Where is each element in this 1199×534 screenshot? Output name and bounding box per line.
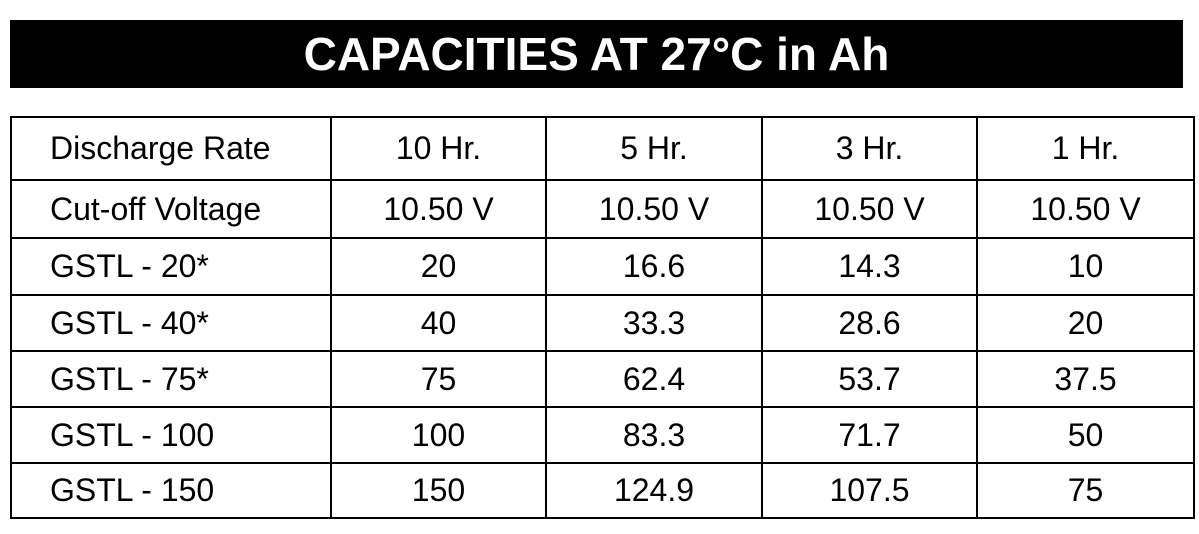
cell: 10.50 V: [545, 179, 763, 239]
table-row: GSTL - 20* 20 16.6 14.3 10: [10, 237, 1195, 296]
cell: 150: [330, 462, 547, 519]
cell: 1 Hr.: [976, 116, 1195, 181]
cell: 33.3: [545, 294, 763, 352]
cell: 83.3: [545, 406, 763, 464]
row-label: Discharge Rate: [10, 116, 332, 181]
cell: 3 Hr.: [761, 116, 978, 181]
capacity-table: Discharge Rate 10 Hr. 5 Hr. 3 Hr. 1 Hr. Cut-o…: [10, 116, 1195, 519]
cell: 50: [976, 406, 1195, 464]
cell: 14.3: [761, 237, 978, 296]
table-row: Cut-off Voltage 10.50 V 10.50 V 10.50 V 10.5…: [10, 179, 1195, 239]
table-row: Discharge Rate 10 Hr. 5 Hr. 3 Hr. 1 Hr.: [10, 116, 1195, 181]
cell: 28.6: [761, 294, 978, 352]
row-label: GSTL - 40*: [10, 294, 332, 352]
table-row: GSTL - 100 100 83.3 71.7 50: [10, 406, 1195, 464]
row-label: GSTL - 150: [10, 462, 332, 519]
cell: 71.7: [761, 406, 978, 464]
cell: 40: [330, 294, 547, 352]
cell: 10: [976, 237, 1195, 296]
table-row: GSTL - 75* 75 62.4 53.7 37.5: [10, 350, 1195, 408]
cell: 20: [330, 237, 547, 296]
cell: 124.9: [545, 462, 763, 519]
cell: 10.50 V: [976, 179, 1195, 239]
cell: 10 Hr.: [330, 116, 547, 181]
cell: 10.50 V: [761, 179, 978, 239]
cell: 37.5: [976, 350, 1195, 408]
cell: 53.7: [761, 350, 978, 408]
cell: 75: [976, 462, 1195, 519]
cell: 75: [330, 350, 547, 408]
title-bar: CAPACITIES AT 27°C in Ah: [10, 20, 1183, 88]
row-label: GSTL - 100: [10, 406, 332, 464]
cell: 16.6: [545, 237, 763, 296]
cell: 100: [330, 406, 547, 464]
cell: 20: [976, 294, 1195, 352]
cell: 5 Hr.: [545, 116, 763, 181]
cell: 10.50 V: [330, 179, 547, 239]
cell: 62.4: [545, 350, 763, 408]
row-label: GSTL - 20*: [10, 237, 332, 296]
table-row: GSTL - 40* 40 33.3 28.6 20: [10, 294, 1195, 352]
row-label: GSTL - 75*: [10, 350, 332, 408]
table-row: GSTL - 150 150 124.9 107.5 75: [10, 462, 1195, 519]
row-label: Cut-off Voltage: [10, 179, 332, 239]
cell: 107.5: [761, 462, 978, 519]
